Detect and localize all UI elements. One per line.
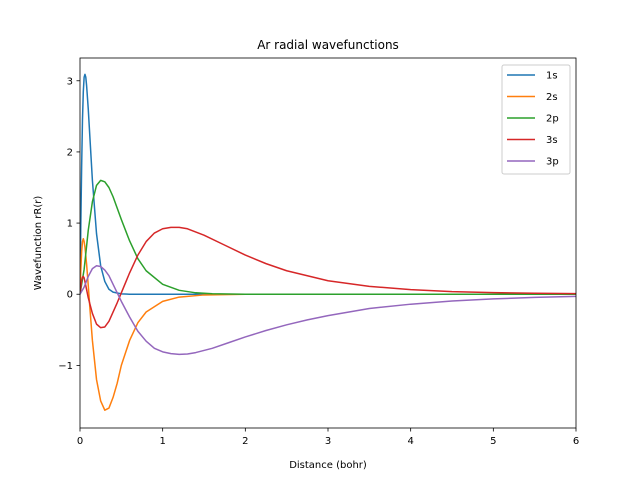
y-tick-label: 3 [67,76,73,87]
legend-label-3s: 3s [546,135,558,146]
y-tick-label: 1 [67,219,73,230]
legend-label-3p: 3p [546,157,559,168]
y-axis-label: Wavefunction rR(r) [33,196,44,291]
legend-label-2p: 2p [546,114,559,125]
legend-frame [501,64,571,175]
chart-title: Ar radial wavefunctions [257,38,399,52]
series-line-3p [80,265,576,356]
plot-frame [79,57,577,429]
ticks-layer: 0 1 2 3 4 5 6 −1 0 1 2 3 [58,76,579,447]
legend-label-1s: 1s [546,71,558,82]
x-tick-label: 5 [490,436,496,447]
x-tick-label: 0 [77,436,83,447]
x-tick-label: 1 [159,436,165,447]
x-axis-label: Distance (bohr) [289,460,367,471]
x-tick-label: 3 [325,436,331,447]
series-line-2s [80,237,576,411]
legend: 1s 2s 2p 3s 3p [501,64,571,175]
x-tick-label: 6 [573,436,579,447]
series-line-1s [80,73,576,295]
series-layer [80,73,576,411]
x-tick-label: 2 [242,436,248,447]
series-line-2p [80,179,576,295]
y-tick-label: −1 [58,361,73,372]
y-tick-label: 2 [67,147,73,158]
x-tick-label: 4 [407,436,413,447]
legend-label-2s: 2s [546,92,558,103]
y-tick-label: 0 [67,290,73,301]
